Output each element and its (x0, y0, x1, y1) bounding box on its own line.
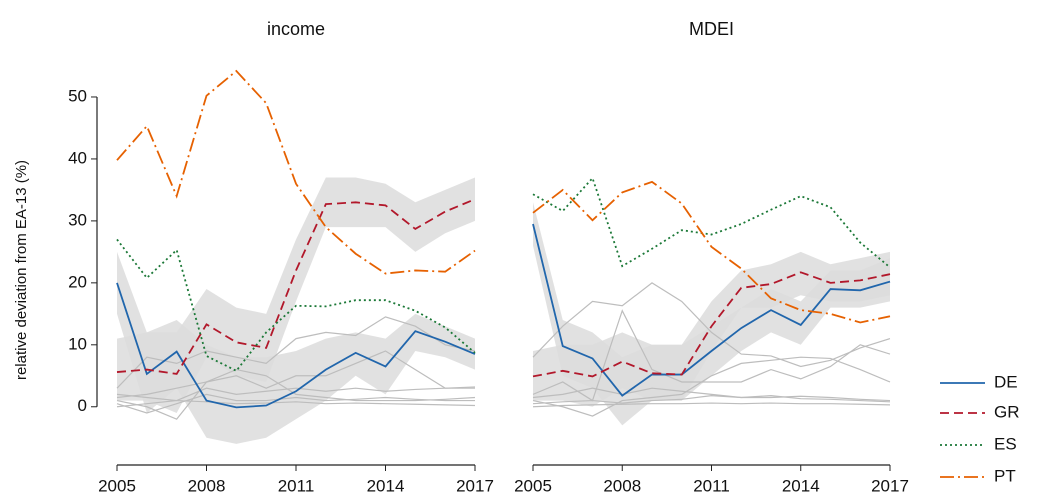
y-tick-label: 20 (68, 272, 87, 291)
y-tick-label: 50 (68, 86, 87, 105)
series-line (116, 69, 476, 275)
legend-label: ES (994, 434, 1017, 453)
x-tick-label: 2005 (98, 476, 136, 495)
x-tick-label: 2014 (367, 476, 405, 495)
panel-title: MDEI (689, 19, 734, 39)
x-tick-label: 2005 (514, 476, 552, 495)
y-tick-label: 30 (68, 210, 87, 229)
x-tick-label: 2011 (693, 476, 730, 495)
other-country-line (532, 282, 891, 368)
panel-title: income (267, 19, 325, 39)
legend-label: DE (994, 372, 1018, 391)
confidence-band (533, 251, 890, 407)
x-tick-label: 2008 (188, 476, 226, 495)
confidence-band (117, 177, 475, 413)
x-tick-label: 2011 (278, 476, 315, 495)
x-tick-label: 2014 (782, 476, 820, 495)
series-line (532, 271, 891, 378)
other-country-line (532, 356, 891, 417)
series-line (116, 238, 476, 372)
other-country-line (532, 402, 891, 408)
x-tick-label: 2017 (871, 476, 909, 495)
legend-label: PT (994, 466, 1016, 485)
other-country-line (116, 386, 476, 408)
other-country-line (532, 395, 891, 405)
x-tick-label: 2008 (603, 476, 641, 495)
y-tick-label: 40 (68, 148, 87, 167)
legend-label: GR (994, 402, 1020, 421)
confidence-band (117, 251, 475, 444)
series-line (532, 180, 891, 324)
y-tick-label: 10 (68, 334, 87, 353)
other-country-line (116, 393, 475, 414)
series-line (532, 176, 891, 269)
series-line (116, 282, 476, 409)
other-country-line (532, 387, 891, 403)
other-country-line (116, 350, 475, 420)
x-tick-label: 2017 (456, 476, 494, 495)
series-line (116, 198, 476, 375)
y-tick-label: 0 (78, 396, 87, 415)
other-country-line (116, 368, 476, 402)
y-axis-label: relative deviation from EA-13 (%) (13, 160, 30, 380)
series-line (532, 223, 891, 397)
other-country-line (116, 316, 476, 389)
